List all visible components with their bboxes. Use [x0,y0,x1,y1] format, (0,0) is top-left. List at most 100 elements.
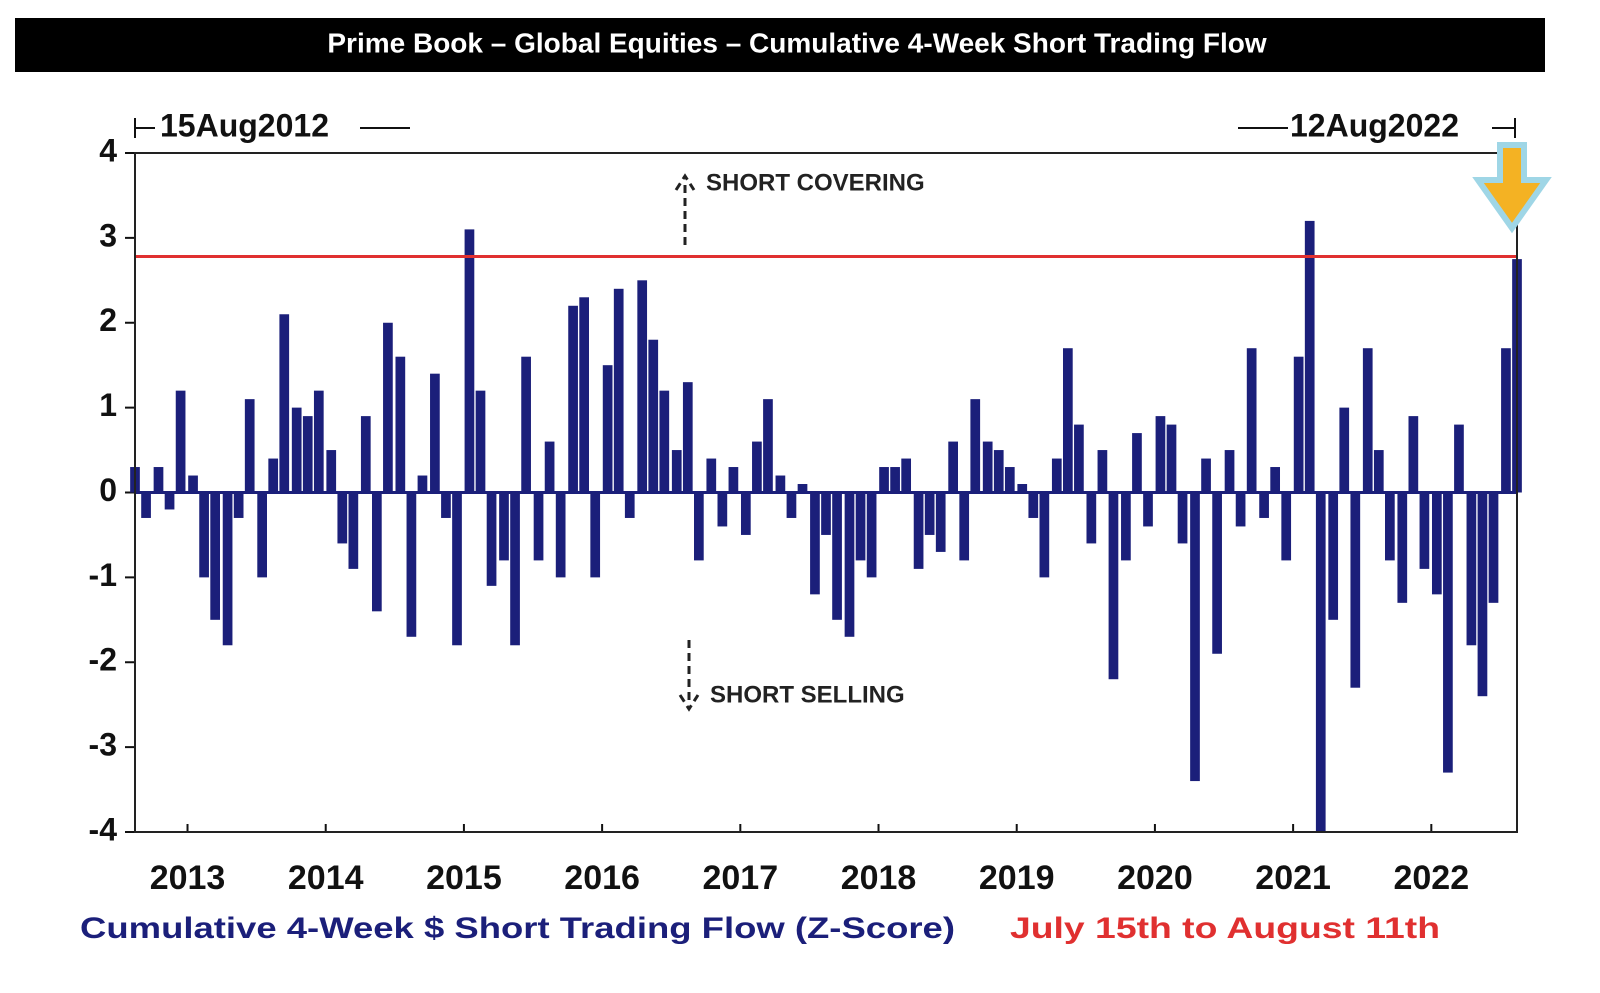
bar [740,492,751,535]
bar [728,467,739,493]
bar [694,492,704,561]
bar [1259,492,1269,518]
bar [1488,492,1499,603]
bar [244,399,255,493]
bar [1224,450,1235,493]
bar [233,492,244,518]
bar [268,458,279,493]
bar [1419,492,1430,569]
chart-title: Prime Book – Global Equities – Cumulativ… [327,27,1266,58]
y-tick-label: 0 [99,472,117,508]
bar [1477,492,1488,697]
bar [371,492,382,612]
bar [1155,416,1166,493]
x-tick-label: 2020 [1117,859,1193,897]
bar [153,467,164,493]
bar [637,280,648,493]
bar [544,441,555,493]
bar [337,492,348,544]
down-arrow [678,640,700,712]
y-tick-label: -3 [89,727,117,763]
bar [210,492,221,620]
bar [890,467,900,493]
bar [659,390,670,493]
bar [1454,424,1464,493]
bar [1028,492,1039,518]
bar [832,492,842,620]
bar [913,492,924,569]
bar [590,492,601,578]
bar [141,492,151,518]
x-tick-label: 2015 [426,859,502,897]
x-tick-label: 2013 [150,859,226,897]
bar [1304,220,1315,493]
bar [763,399,773,493]
bar [1408,416,1419,493]
bar [486,492,497,586]
bar [1039,492,1050,578]
bar [441,492,451,518]
bar [1293,356,1304,493]
bar [222,492,233,646]
bar [1466,492,1477,646]
bar [1108,492,1119,680]
bar [1212,492,1222,654]
bar [624,492,635,518]
bar [395,356,406,493]
plot-frame [134,152,1518,833]
y-tick-label: -2 [89,642,117,678]
bar [1062,348,1073,493]
bar [199,492,209,578]
bar [901,458,912,493]
bar [1051,458,1062,493]
bar [1235,492,1246,527]
bar [1501,348,1511,493]
bar [568,305,578,493]
y-tick-label: 1 [99,387,117,423]
series-legend: Cumulative 4-Week $ Short Trading Flow (… [80,912,955,945]
x-tick-label: 2021 [1255,859,1331,897]
bar [613,288,624,493]
end-label: 12Aug2022 [1290,107,1459,143]
bar [499,492,509,561]
bar [924,492,935,535]
bar [348,492,359,569]
bar [257,492,267,578]
bar [1121,492,1131,561]
x-tick-label: 2017 [702,859,778,897]
bar [406,492,417,637]
bar [982,441,993,493]
bar [844,492,855,637]
bar [464,229,475,493]
y-tick-label: -4 [89,811,118,847]
y-tick-label: 4 [99,132,117,168]
bar [821,492,831,535]
bar [671,450,682,493]
bar [291,407,302,493]
bar [866,492,877,578]
bar [1339,407,1350,493]
bar [164,492,175,510]
bar [1246,348,1257,493]
bar [510,492,520,646]
bar [1166,424,1177,493]
bar [1385,492,1395,561]
bar [682,382,693,493]
bar [1362,348,1373,493]
bar [302,416,313,493]
bar [1397,492,1408,603]
bar [1097,450,1108,493]
bar [648,339,659,493]
bar [775,475,786,493]
bar [1350,492,1361,688]
bar [579,297,590,493]
bar [533,492,544,561]
bar [752,441,762,493]
bar [1177,492,1188,544]
title-bar [15,18,1545,72]
bar [313,390,324,493]
bar [797,484,808,493]
bar [935,492,946,552]
bar [1373,450,1384,493]
bar [717,492,728,527]
